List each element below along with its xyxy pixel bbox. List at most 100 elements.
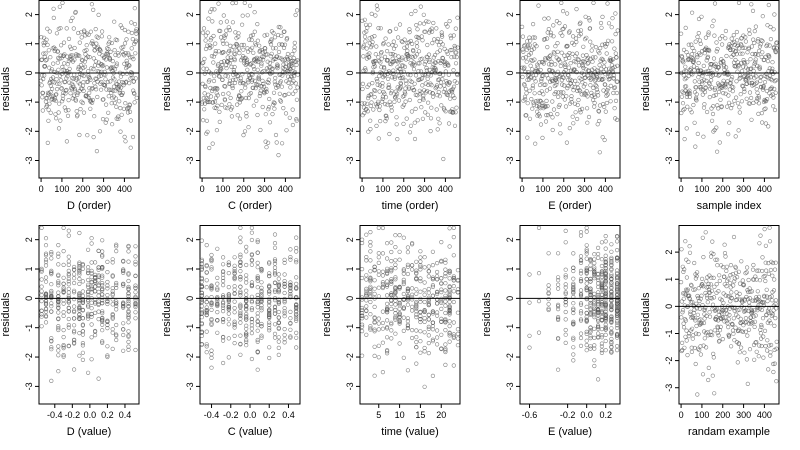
data-point <box>282 332 287 338</box>
x-tick-label: 100 <box>694 184 709 194</box>
data-point <box>255 339 260 344</box>
data-point <box>748 66 753 72</box>
data-point <box>49 309 54 314</box>
data-point <box>218 20 223 25</box>
data-point <box>740 45 745 51</box>
data-point <box>226 91 231 96</box>
data-point <box>426 324 431 330</box>
data-point <box>756 111 761 116</box>
x-tick-label: 0.4 <box>119 410 132 420</box>
data-point <box>530 106 535 111</box>
data-point <box>201 118 206 123</box>
data-point <box>221 255 226 260</box>
data-point <box>611 73 617 78</box>
data-point <box>711 251 716 257</box>
data-point <box>683 334 688 339</box>
data-point <box>215 93 220 98</box>
data-point <box>267 261 272 266</box>
data-point <box>571 281 576 286</box>
data-point <box>91 43 97 48</box>
data-point <box>370 80 375 86</box>
data-point <box>272 271 278 276</box>
data-point <box>415 27 420 32</box>
data-point <box>232 263 237 268</box>
data-point <box>563 291 568 297</box>
data-point <box>704 295 710 300</box>
data-point <box>288 280 293 285</box>
data-point <box>276 345 281 351</box>
data-point <box>80 316 85 321</box>
data-point <box>221 293 226 298</box>
data-point <box>67 66 72 71</box>
data-point <box>85 370 91 375</box>
data-point <box>432 52 438 58</box>
data-point <box>764 96 770 102</box>
data-point <box>92 48 97 53</box>
data-point <box>76 75 82 80</box>
data-point <box>563 104 569 109</box>
data-point <box>592 326 597 331</box>
data-point <box>238 291 243 296</box>
data-point <box>368 249 373 254</box>
data-point <box>759 307 765 313</box>
data-point <box>244 333 249 338</box>
data-point <box>255 239 260 245</box>
data-point <box>563 327 568 333</box>
data-point <box>397 301 402 306</box>
data-point <box>700 81 705 86</box>
data-point <box>375 78 380 84</box>
data-point <box>772 267 778 272</box>
data-point <box>599 263 605 269</box>
x-axis-label: randam example <box>688 426 770 438</box>
data-point <box>238 311 243 316</box>
data-point <box>75 52 81 58</box>
data-point <box>224 66 229 71</box>
data-point <box>244 262 249 268</box>
y-tick-label: -1 <box>664 329 674 337</box>
data-point <box>221 269 226 274</box>
data-point <box>603 257 608 262</box>
data-point <box>709 296 714 301</box>
data-point <box>687 67 692 72</box>
data-point <box>241 42 247 48</box>
data-point <box>599 302 605 307</box>
data-point <box>692 260 697 266</box>
data-point <box>223 105 228 110</box>
data-point <box>249 61 254 66</box>
x-tick-label: 200 <box>75 184 90 194</box>
data-point <box>380 370 386 375</box>
data-point <box>435 328 440 333</box>
data-point <box>365 25 370 30</box>
data-point <box>90 39 95 44</box>
data-point <box>599 66 604 71</box>
data-point <box>372 94 377 100</box>
data-point <box>77 272 82 277</box>
data-point <box>114 301 119 306</box>
data-point <box>288 289 293 294</box>
data-point <box>43 58 48 63</box>
data-point <box>759 343 764 349</box>
data-point <box>612 85 618 90</box>
data-point <box>114 337 119 343</box>
data-point <box>568 61 573 66</box>
data-point <box>77 281 82 287</box>
data-point <box>767 318 772 323</box>
plot-frame <box>199 0 301 179</box>
data-point <box>763 121 769 126</box>
data-point <box>366 129 371 134</box>
data-point <box>270 111 275 117</box>
data-point <box>259 269 264 274</box>
data-point <box>368 312 373 317</box>
data-point <box>547 86 553 91</box>
data-point <box>443 267 448 272</box>
data-point <box>221 278 226 284</box>
data-point <box>245 57 250 62</box>
data-point <box>752 324 757 330</box>
data-point <box>95 94 100 100</box>
data-point <box>383 113 388 118</box>
data-point <box>120 71 126 76</box>
data-point <box>588 267 593 272</box>
data-point <box>66 290 71 295</box>
data-point <box>766 271 771 277</box>
data-point <box>698 321 704 326</box>
